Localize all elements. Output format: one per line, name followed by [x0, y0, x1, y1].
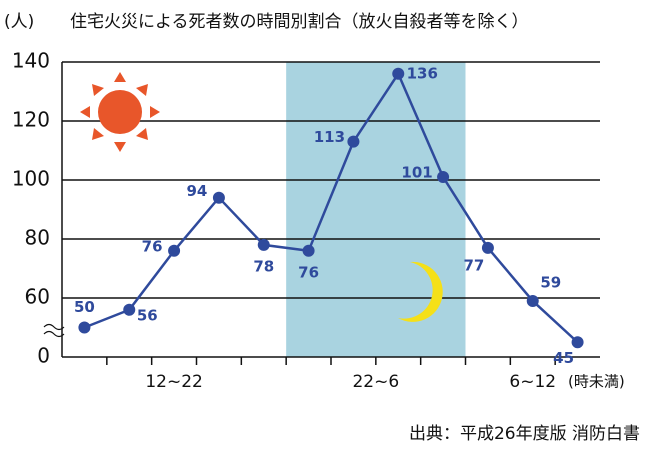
- value-label: 45: [553, 349, 574, 367]
- value-label: 56: [137, 306, 158, 324]
- y-tick-label: 140: [12, 49, 50, 73]
- point: [302, 244, 315, 257]
- point: [257, 238, 270, 251]
- value-label: 136: [407, 64, 438, 82]
- value-label: 113: [314, 128, 345, 146]
- value-label: 77: [463, 256, 484, 274]
- point: [437, 171, 450, 184]
- x-group-label: 12~22: [145, 372, 203, 392]
- x-unit: (時未満): [568, 373, 625, 391]
- point: [526, 294, 539, 307]
- value-label: 94: [186, 182, 207, 200]
- value-label: 101: [401, 164, 432, 182]
- y-tick-label: 100: [12, 167, 50, 191]
- y-tick-label: 80: [25, 226, 50, 250]
- y-unit: (人): [4, 12, 34, 32]
- y-tick-label: 0: [37, 344, 50, 368]
- moon: [398, 261, 443, 322]
- point: [347, 135, 360, 148]
- value-label: 50: [74, 298, 95, 316]
- value-label: 78: [253, 257, 274, 275]
- point: [168, 244, 181, 257]
- y-tick-label: 60: [25, 285, 50, 309]
- value-label: 59: [540, 273, 561, 291]
- point: [212, 191, 225, 204]
- x-group-label: 6~12: [509, 372, 556, 392]
- point: [123, 303, 136, 316]
- point: [78, 321, 91, 334]
- y-tick-label: 120: [12, 108, 50, 132]
- point: [392, 67, 405, 80]
- sun: [80, 72, 160, 152]
- point: [481, 241, 494, 254]
- value-label: 76: [142, 237, 163, 255]
- line: [83, 71, 579, 344]
- x-group-label: 22~6: [352, 372, 399, 392]
- axis-break: [43, 323, 65, 338]
- source: 出典：平成26年度版 消防白書: [409, 424, 640, 444]
- value-label: 76: [298, 263, 319, 281]
- point: [571, 336, 584, 349]
- chart-title: 住宅火災による死者数の時間別割合（放火自殺者等を除く）: [70, 12, 529, 32]
